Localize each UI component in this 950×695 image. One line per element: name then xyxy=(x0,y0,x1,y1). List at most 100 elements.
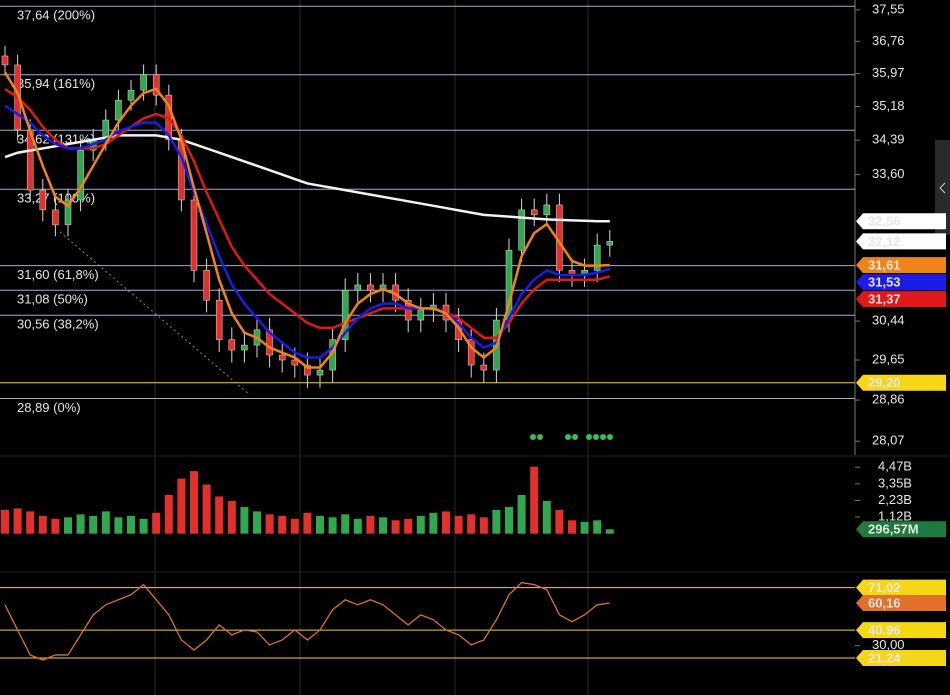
candle-body xyxy=(530,209,538,216)
volume-bar xyxy=(379,517,387,534)
fib-label: 31,60 (61,8%) xyxy=(17,267,99,282)
y-tick-label: 29,65 xyxy=(872,351,905,366)
price-tag-label: 31,53 xyxy=(868,275,901,290)
volume-bar xyxy=(278,515,287,534)
y-tick-label: 35,18 xyxy=(872,98,905,113)
volume-bar xyxy=(190,471,198,534)
volume-bar xyxy=(492,509,501,534)
signal-dot xyxy=(565,434,571,440)
y-tick-label: 3,35B xyxy=(878,475,912,490)
price-tag xyxy=(856,374,946,391)
signal-dot xyxy=(600,434,606,440)
candle-body xyxy=(215,299,223,340)
candle-body xyxy=(228,339,236,351)
volume-bar xyxy=(13,508,22,534)
candle-body xyxy=(404,299,412,321)
candle-body xyxy=(291,359,299,366)
candle-body xyxy=(266,329,273,356)
fib-label: 31,08 (50%) xyxy=(17,292,88,307)
volume-bar xyxy=(89,515,98,534)
candle-body xyxy=(606,241,614,246)
volume-bar xyxy=(353,518,362,534)
y-tick-label: 30,00 xyxy=(872,637,905,652)
rsi-line xyxy=(4,581,610,661)
candle-body xyxy=(152,74,160,96)
volume-bar xyxy=(303,512,312,534)
price-tag xyxy=(856,274,946,291)
volume-bar xyxy=(177,478,186,534)
volume-bar xyxy=(328,517,337,534)
volume-bar xyxy=(429,512,438,534)
volume-bar xyxy=(152,512,161,534)
volume-bar xyxy=(467,514,476,534)
candle-body xyxy=(278,354,286,361)
volume-bar xyxy=(164,494,173,534)
volume-bar xyxy=(404,518,413,534)
y-tick-label: 35,97 xyxy=(872,65,905,80)
signal-dot xyxy=(572,434,578,440)
candle-body xyxy=(115,99,122,121)
y-tick-label: 30,44 xyxy=(872,312,905,327)
volume-bar xyxy=(101,511,110,534)
price-tag-label: 29,20 xyxy=(868,375,901,390)
fib-label: 35,94 (161%) xyxy=(17,76,95,91)
candle-body xyxy=(518,209,525,251)
volume-bar xyxy=(568,520,576,534)
candle-body xyxy=(304,364,311,376)
y-tick-label: 28,07 xyxy=(872,433,905,448)
volume-bar xyxy=(64,517,72,534)
volume-bar xyxy=(416,515,425,534)
price-tag xyxy=(856,595,946,612)
candle-body xyxy=(467,339,475,366)
signal-dots xyxy=(530,434,613,440)
signal-dot xyxy=(537,434,543,440)
price-tag xyxy=(856,233,946,250)
signal-dot xyxy=(593,434,599,440)
candle-body xyxy=(241,344,248,351)
candle-body xyxy=(190,199,198,271)
candle-body xyxy=(77,149,84,201)
price-tag-label: 60,16 xyxy=(868,595,901,610)
moving-average xyxy=(4,104,611,359)
y-tick-label: 2,23B xyxy=(878,492,912,507)
volume-bar xyxy=(505,506,513,534)
volume-bar xyxy=(530,466,539,534)
y-tick-label: 1,12B xyxy=(878,508,912,523)
y-tick-label: 34,39 xyxy=(872,132,905,147)
candle-body xyxy=(593,244,601,271)
candle-body xyxy=(367,284,374,291)
signal-dot xyxy=(530,434,536,440)
price-tag-label: 296,57M xyxy=(868,522,919,537)
volume-bar xyxy=(240,506,249,534)
toggle-arrow xyxy=(939,182,946,194)
side-panel-toggle[interactable] xyxy=(935,140,950,235)
y-tick-label: 28,86 xyxy=(872,391,905,406)
volume-bar xyxy=(114,517,123,534)
volume-bar xyxy=(38,515,47,534)
price-tag-label: 32,56 xyxy=(868,214,901,229)
candle-body xyxy=(140,74,147,91)
price-tag xyxy=(856,213,946,230)
candle-body xyxy=(480,364,488,371)
y-tick-label: 4,47B xyxy=(878,459,912,474)
volume-bar xyxy=(202,484,211,534)
price-tag-label: 31,61 xyxy=(868,258,901,273)
price-tag xyxy=(856,649,946,666)
volume-bar xyxy=(555,509,564,534)
volume-bar xyxy=(1,509,9,534)
volume-bar xyxy=(593,520,602,534)
y-tick-label: 37,55 xyxy=(872,1,905,16)
volume-bar xyxy=(253,511,261,534)
candle-body xyxy=(543,204,551,216)
volume-bar xyxy=(479,517,488,534)
moving-average xyxy=(4,134,610,223)
volume-bar xyxy=(127,515,135,534)
candle-body xyxy=(1,55,9,66)
signal-dot xyxy=(586,434,592,440)
volume-bar xyxy=(76,514,85,534)
candle-body xyxy=(39,189,47,211)
volume-bar xyxy=(454,515,463,534)
